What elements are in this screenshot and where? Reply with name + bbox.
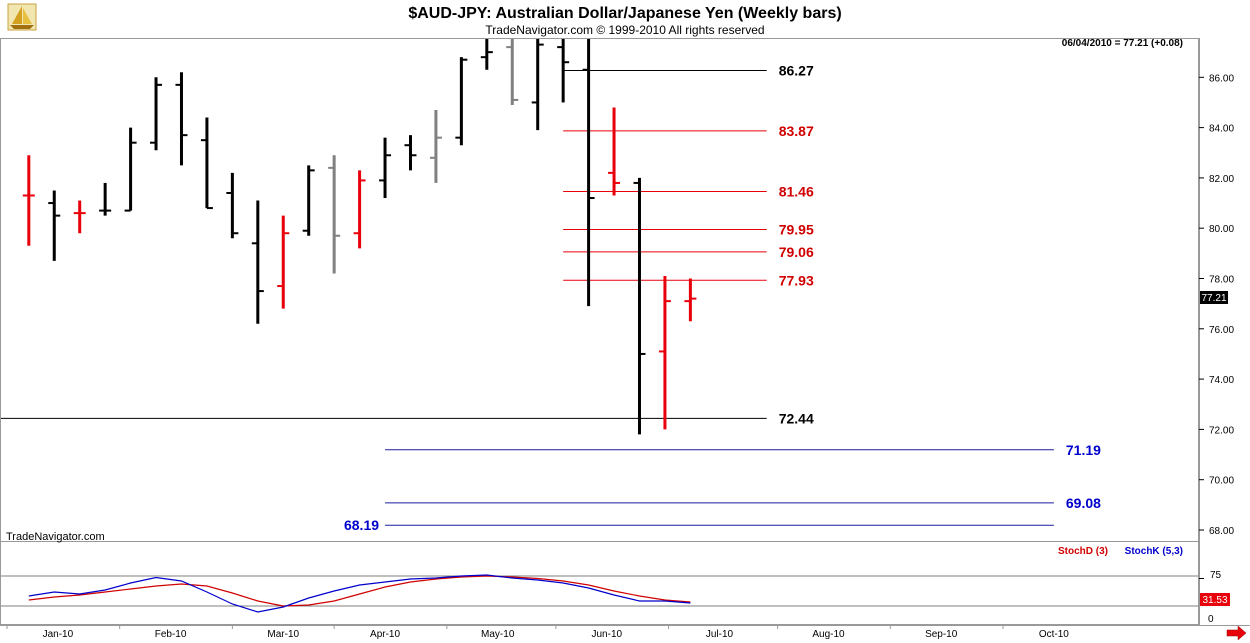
- time-tick-label: Mar-10: [267, 629, 299, 640]
- ohlc-bar: [73, 200, 86, 234]
- price-tick-label: 72.00: [1209, 425, 1234, 436]
- support-resistance-levels: 86.27 83.87 81.46 79.95 79.06 77.93 72.44 71.19…: [1, 63, 1101, 533]
- time-tick-label: Sep-10: [925, 629, 958, 640]
- time-tick-label: Oct-10: [1039, 629, 1069, 640]
- price-tick-label: 78.00: [1209, 275, 1234, 286]
- ohlc-bar: [531, 39, 544, 131]
- stoch-k-line: [28, 574, 691, 613]
- level-label: 71.19: [1066, 442, 1101, 458]
- ohlc-bar: [658, 275, 671, 430]
- stoch-last-marker: 31.53: [1200, 593, 1230, 606]
- price-tick-label: 74.00: [1209, 375, 1234, 386]
- time-axis: Jan-10 Feb-10 Mar-10 Apr-10 May-10 Jun-10 Jul-…: [6, 625, 1069, 640]
- ohlc-bar: [404, 135, 417, 171]
- ohlc-bar: [175, 72, 188, 166]
- level-label: 68.19: [344, 517, 379, 533]
- price-tick-label: 80.00: [1209, 224, 1234, 235]
- stoch-tick-75: 75: [1210, 570, 1222, 581]
- level-label: 83.87: [779, 123, 814, 139]
- ohlc-bar: [480, 39, 493, 70]
- ohlc-bar: [22, 155, 35, 246]
- time-tick-label: Jan-10: [43, 629, 74, 640]
- stochastic-panel[interactable]: [0, 541, 1199, 625]
- ohlc-bar: [429, 109, 442, 183]
- sailboat-logo-icon[interactable]: [7, 3, 37, 31]
- ohlc-bar: [455, 57, 468, 146]
- level-label: 69.08: [1066, 495, 1101, 511]
- price-axis: 86.00 84.00 82.00 80.00 78.00 76.00 74.00 72.00…: [1199, 73, 1234, 537]
- stoch-zero-tick: 0: [1208, 614, 1214, 625]
- stoch-d-legend: StochD (3): [1058, 546, 1108, 557]
- level-label: 79.95: [779, 221, 814, 237]
- price-bars: [22, 39, 697, 435]
- price-tick-label: 86.00: [1209, 73, 1234, 84]
- ohlc-bar: [328, 155, 341, 274]
- level-label: 86.27: [779, 63, 814, 79]
- ohlc-bar: [506, 39, 519, 105]
- ohlc-bar: [277, 215, 290, 309]
- watermark: TradeNavigator.com: [6, 531, 105, 543]
- level-label: 81.46: [779, 183, 814, 199]
- time-tick-label: Apr-10: [370, 629, 400, 640]
- stoch-reference-lines: [1, 575, 1204, 607]
- level-label: 72.44: [779, 410, 814, 426]
- ohlc-bar: [99, 182, 112, 216]
- chart-title: $AUD-JPY: Australian Dollar/Japanese Yen…: [408, 5, 841, 22]
- price-tick-label: 68.00: [1209, 526, 1234, 537]
- ohlc-bar: [353, 170, 366, 249]
- scroll-right-arrow-icon[interactable]: [1226, 625, 1247, 641]
- stoch-d-line: [28, 575, 691, 607]
- quote-readout: 06/04/2010 = 77.21 (+0.08): [1062, 38, 1183, 49]
- ohlc-bar: [379, 137, 392, 199]
- time-tick-label: Jul-10: [706, 629, 734, 640]
- ohlc-bar: [633, 177, 646, 435]
- ohlc-bar: [557, 39, 570, 103]
- time-tick-label: May-10: [481, 629, 515, 640]
- ohlc-bar: [608, 107, 621, 196]
- stoch-k-legend: StochK (5,3): [1125, 546, 1183, 557]
- price-tick-label: 84.00: [1209, 124, 1234, 135]
- time-tick-label: Feb-10: [155, 629, 187, 640]
- ohlc-bar: [226, 172, 239, 239]
- level-label: 77.93: [779, 272, 814, 288]
- ohlc-bar: [582, 39, 595, 307]
- last-price-label: 77.21: [1201, 293, 1226, 304]
- last-price-marker: 77.21: [1200, 291, 1228, 304]
- price-tick-label: 76.00: [1209, 325, 1234, 336]
- chart-subtitle: TradeNavigator.com © 1999-2010 All right…: [485, 23, 764, 37]
- ohlc-bar: [200, 117, 213, 210]
- time-tick-label: Aug-10: [812, 629, 845, 640]
- ohlc-bar: [150, 77, 163, 151]
- level-label: 79.06: [779, 244, 814, 260]
- stoch-last-value: 31.53: [1202, 595, 1227, 606]
- ohlc-bar: [302, 165, 315, 236]
- price-tick-label: 70.00: [1209, 476, 1234, 487]
- time-tick-label: Jun-10: [591, 629, 622, 640]
- ohlc-bar: [124, 127, 137, 212]
- ohlc-bar: [684, 278, 697, 322]
- ohlc-bar: [251, 200, 264, 324]
- price-tick-label: 82.00: [1209, 174, 1234, 185]
- ohlc-bar: [48, 190, 61, 261]
